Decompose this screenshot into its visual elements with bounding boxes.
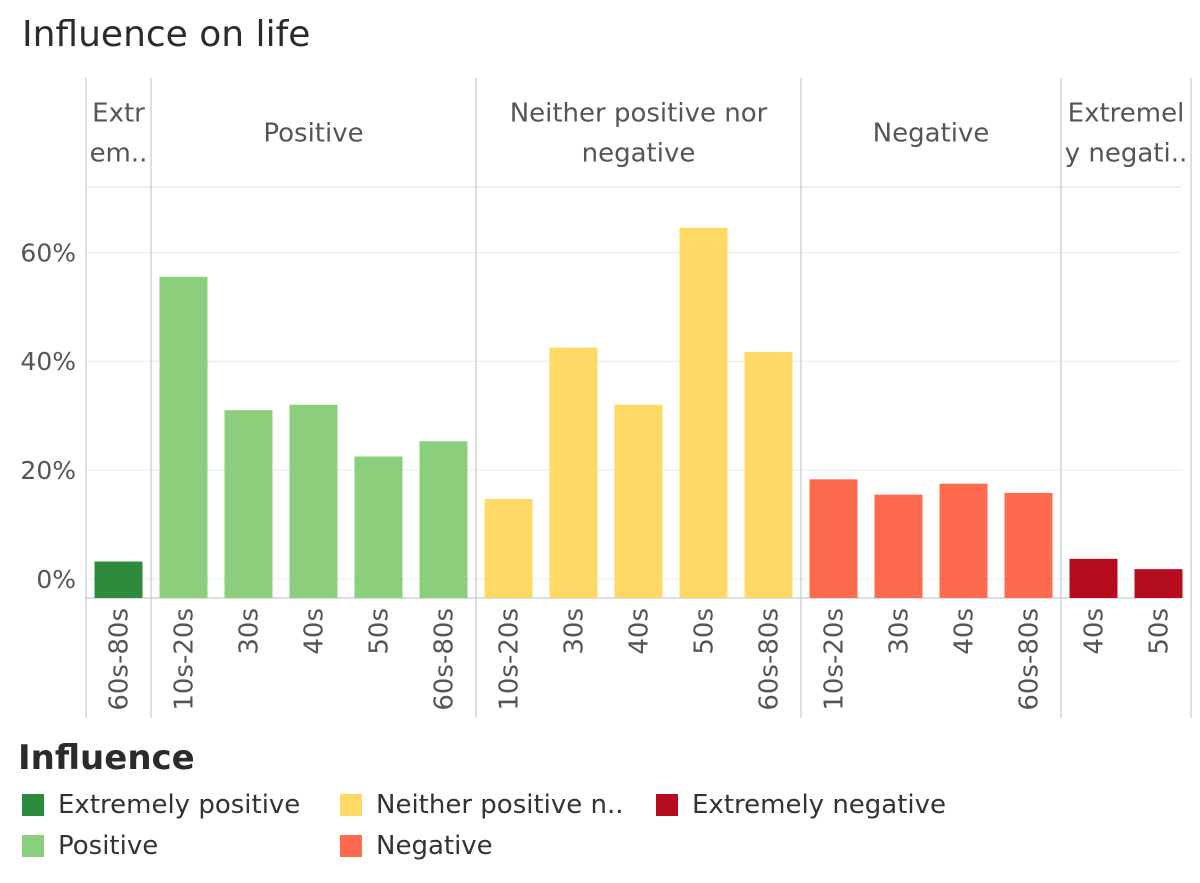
- legend-item-extremely-negative[interactable]: Extremely negative: [656, 790, 946, 820]
- panel-header-label: Neither positive nor: [510, 99, 768, 129]
- chart-title: Influence on life: [22, 14, 311, 55]
- legend-label: Negative: [376, 831, 493, 861]
- x-tick-label: 50s: [690, 608, 720, 655]
- x-tick-label: 50s: [365, 608, 395, 655]
- x-tick-label: 10s-20s: [170, 608, 200, 711]
- legend-swatch: [22, 794, 44, 816]
- bar: [1134, 569, 1183, 598]
- bar: [1069, 558, 1118, 598]
- bar: [354, 456, 403, 598]
- x-tick-label: 30s: [235, 608, 265, 655]
- legend-item-extremely-positive[interactable]: Extremely positive: [22, 790, 300, 820]
- legend-title: Influence: [18, 738, 195, 778]
- bar: [484, 498, 533, 598]
- bar: [94, 561, 143, 598]
- bar: [159, 276, 208, 598]
- bar: [289, 404, 338, 598]
- x-tick-label: 60s-80s: [105, 608, 135, 711]
- x-tick-label: 30s: [560, 608, 590, 655]
- bar: [744, 351, 793, 598]
- legend-item-neither[interactable]: Neither positive n..: [340, 790, 624, 820]
- bar: [614, 404, 663, 598]
- x-tick-label: 60s-80s: [430, 608, 460, 711]
- panel-header-label: Extremel: [1068, 99, 1185, 129]
- legend-label: Positive: [58, 831, 159, 861]
- panel-header-label: negative: [582, 139, 696, 169]
- panel-header-label: Positive: [263, 119, 363, 149]
- bar: [679, 227, 728, 598]
- x-tick-label: 40s: [300, 608, 330, 655]
- x-tick-label: 60s-80s: [755, 608, 785, 711]
- y-tick-label: 0%: [36, 565, 76, 594]
- y-tick-label: 20%: [20, 456, 76, 485]
- panel-header-label: Negative: [873, 119, 990, 149]
- bar: [874, 494, 923, 598]
- legend: Influence Extremely positive Neither pos…: [18, 738, 1118, 878]
- x-tick-label: 40s: [950, 608, 980, 655]
- legend-label: Extremely positive: [58, 790, 301, 820]
- legend-swatch: [340, 835, 362, 857]
- x-tick-label: 40s: [1080, 608, 1110, 655]
- bar: [809, 479, 858, 598]
- panel-header-label: Extr: [92, 99, 145, 129]
- bar: [1004, 492, 1053, 598]
- y-tick-label: 60%: [20, 238, 76, 267]
- legend-swatch: [340, 794, 362, 816]
- x-tick-label: 50s: [1145, 608, 1175, 655]
- panel-header-label: y negati..: [1065, 139, 1188, 169]
- x-tick-label: 10s-20s: [820, 608, 850, 711]
- legend-item-negative[interactable]: Negative: [340, 831, 493, 861]
- x-tick-label: 60s-80s: [1015, 608, 1045, 711]
- y-tick-label: 40%: [20, 347, 76, 376]
- bar: [419, 441, 468, 598]
- legend-label: Neither positive n..: [376, 790, 624, 820]
- bar: [224, 410, 273, 598]
- panel-header-label: em..: [90, 139, 148, 169]
- legend-label: Extremely negative: [692, 790, 947, 820]
- x-tick-label: 10s-20s: [495, 608, 525, 711]
- x-tick-label: 30s: [885, 608, 915, 655]
- bar: [549, 347, 598, 598]
- x-tick-label: 40s: [625, 608, 655, 655]
- legend-swatch: [656, 794, 678, 816]
- legend-swatch: [22, 835, 44, 857]
- legend-item-positive[interactable]: Positive: [22, 831, 158, 861]
- bar: [939, 483, 988, 598]
